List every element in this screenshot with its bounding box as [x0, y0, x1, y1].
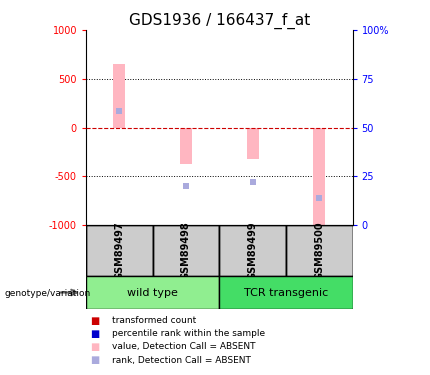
Bar [180, 128, 192, 164]
Text: wild type: wild type [127, 288, 178, 297]
FancyBboxPatch shape [153, 225, 219, 276]
Bar [114, 64, 125, 128]
FancyBboxPatch shape [219, 225, 286, 276]
Text: ■: ■ [90, 316, 100, 326]
FancyBboxPatch shape [86, 225, 153, 276]
Text: genotype/variation: genotype/variation [4, 289, 91, 298]
Text: GSM89498: GSM89498 [181, 221, 191, 280]
Text: ■: ■ [90, 355, 100, 365]
Text: GSM89497: GSM89497 [114, 221, 124, 280]
Text: ■: ■ [90, 342, 100, 352]
Text: transformed count: transformed count [112, 316, 196, 325]
Text: GSM89500: GSM89500 [314, 221, 324, 280]
Text: ■: ■ [90, 329, 100, 339]
Bar [247, 128, 258, 159]
FancyBboxPatch shape [86, 276, 219, 309]
Text: percentile rank within the sample: percentile rank within the sample [112, 329, 265, 338]
FancyBboxPatch shape [219, 276, 353, 309]
FancyBboxPatch shape [286, 225, 353, 276]
Text: TCR transgenic: TCR transgenic [244, 288, 328, 297]
Text: value, Detection Call = ABSENT: value, Detection Call = ABSENT [112, 342, 255, 351]
Text: GSM89499: GSM89499 [248, 221, 258, 280]
Bar [313, 128, 325, 225]
Title: GDS1936 / 166437_f_at: GDS1936 / 166437_f_at [129, 12, 310, 28]
Text: rank, Detection Call = ABSENT: rank, Detection Call = ABSENT [112, 356, 251, 364]
